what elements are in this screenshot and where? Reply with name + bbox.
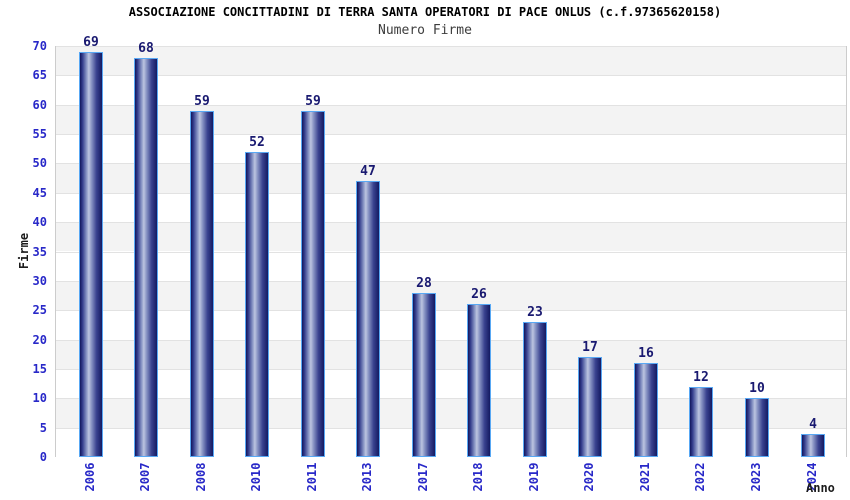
value-label: 26 <box>471 287 487 302</box>
value-label: 17 <box>582 340 598 355</box>
y-tick-label: 30 <box>32 274 47 288</box>
plot-area: 69 68 59 52 59 47 28 26 23 17 16 12 10 4 <box>55 36 847 457</box>
x-tick-label: 2022 <box>693 462 707 492</box>
bar-2022 <box>689 387 713 457</box>
chart-title: ASSOCIAZIONE CONCITTADINI DI TERRA SANTA… <box>128 5 722 19</box>
grid-band <box>56 75 846 105</box>
grid-band <box>56 280 846 311</box>
value-label: 28 <box>416 276 432 291</box>
bar-2017 <box>412 293 436 457</box>
grid-band <box>56 163 846 193</box>
bar-2021 <box>634 363 658 457</box>
x-tick-label: 2006 <box>83 462 97 492</box>
y-tick-label: 35 <box>32 245 47 259</box>
y-tick-label: 0 <box>39 450 47 464</box>
value-label: 69 <box>83 35 99 50</box>
grid-band <box>56 310 846 340</box>
grid-band <box>56 251 846 281</box>
bar-2010 <box>245 152 269 457</box>
value-label: 4 <box>809 417 817 432</box>
value-label: 68 <box>138 41 154 56</box>
chart-subtitle: Numero Firme <box>378 23 472 38</box>
x-tick-label: 2019 <box>527 462 541 492</box>
grid-band <box>56 339 846 369</box>
bar-2018 <box>467 304 491 457</box>
bar-2007 <box>134 58 158 457</box>
bar-2011 <box>301 111 325 457</box>
x-tick-label: 2018 <box>471 462 485 492</box>
x-tick-label: 2023 <box>749 462 763 492</box>
bar-2024 <box>801 434 825 457</box>
bar-2008 <box>190 111 214 457</box>
x-tick-label: 2020 <box>582 462 596 492</box>
value-label: 12 <box>693 370 709 385</box>
grid-band <box>56 134 846 164</box>
value-label: 10 <box>749 381 765 396</box>
x-tick-label: 2017 <box>416 462 430 492</box>
x-axis-title: Anno <box>806 481 835 495</box>
bar-2020 <box>578 357 602 457</box>
x-tick-label: 2008 <box>194 462 208 492</box>
y-tick-label: 70 <box>32 39 47 53</box>
value-label: 59 <box>305 94 321 109</box>
y-tick-label: 20 <box>32 333 47 347</box>
x-tick-label: 2013 <box>360 462 374 492</box>
value-label: 59 <box>194 94 210 109</box>
grid-band <box>56 104 846 135</box>
grid-band <box>56 427 846 457</box>
grid-band <box>56 46 846 76</box>
value-label: 47 <box>360 164 376 179</box>
bar-2013 <box>356 181 380 457</box>
x-tick-label: 2011 <box>305 462 319 492</box>
grid-band <box>56 398 846 428</box>
y-tick-label: 25 <box>32 303 47 317</box>
y-tick-label: 55 <box>32 127 47 141</box>
y-tick-label: 10 <box>32 391 47 405</box>
value-label: 23 <box>527 305 543 320</box>
y-tick-label: 50 <box>32 156 47 170</box>
x-tick-label: 2021 <box>638 462 652 492</box>
value-label: 16 <box>638 346 654 361</box>
grid-band <box>56 192 846 223</box>
bar-2023 <box>745 398 769 457</box>
y-tick-label: 45 <box>32 186 47 200</box>
y-tick-label: 60 <box>32 98 47 112</box>
bar-2019 <box>523 322 547 457</box>
value-label: 52 <box>249 135 265 150</box>
y-tick-label: 40 <box>32 215 47 229</box>
grid-band <box>56 368 846 399</box>
x-tick-label: 2007 <box>138 462 152 492</box>
x-tick-label: 2010 <box>249 462 263 492</box>
grid-band <box>56 222 846 252</box>
y-tick-label: 5 <box>39 421 47 435</box>
y-tick-label: 15 <box>32 362 47 376</box>
y-tick-label: 65 <box>32 68 47 82</box>
bar-2006 <box>79 52 103 457</box>
